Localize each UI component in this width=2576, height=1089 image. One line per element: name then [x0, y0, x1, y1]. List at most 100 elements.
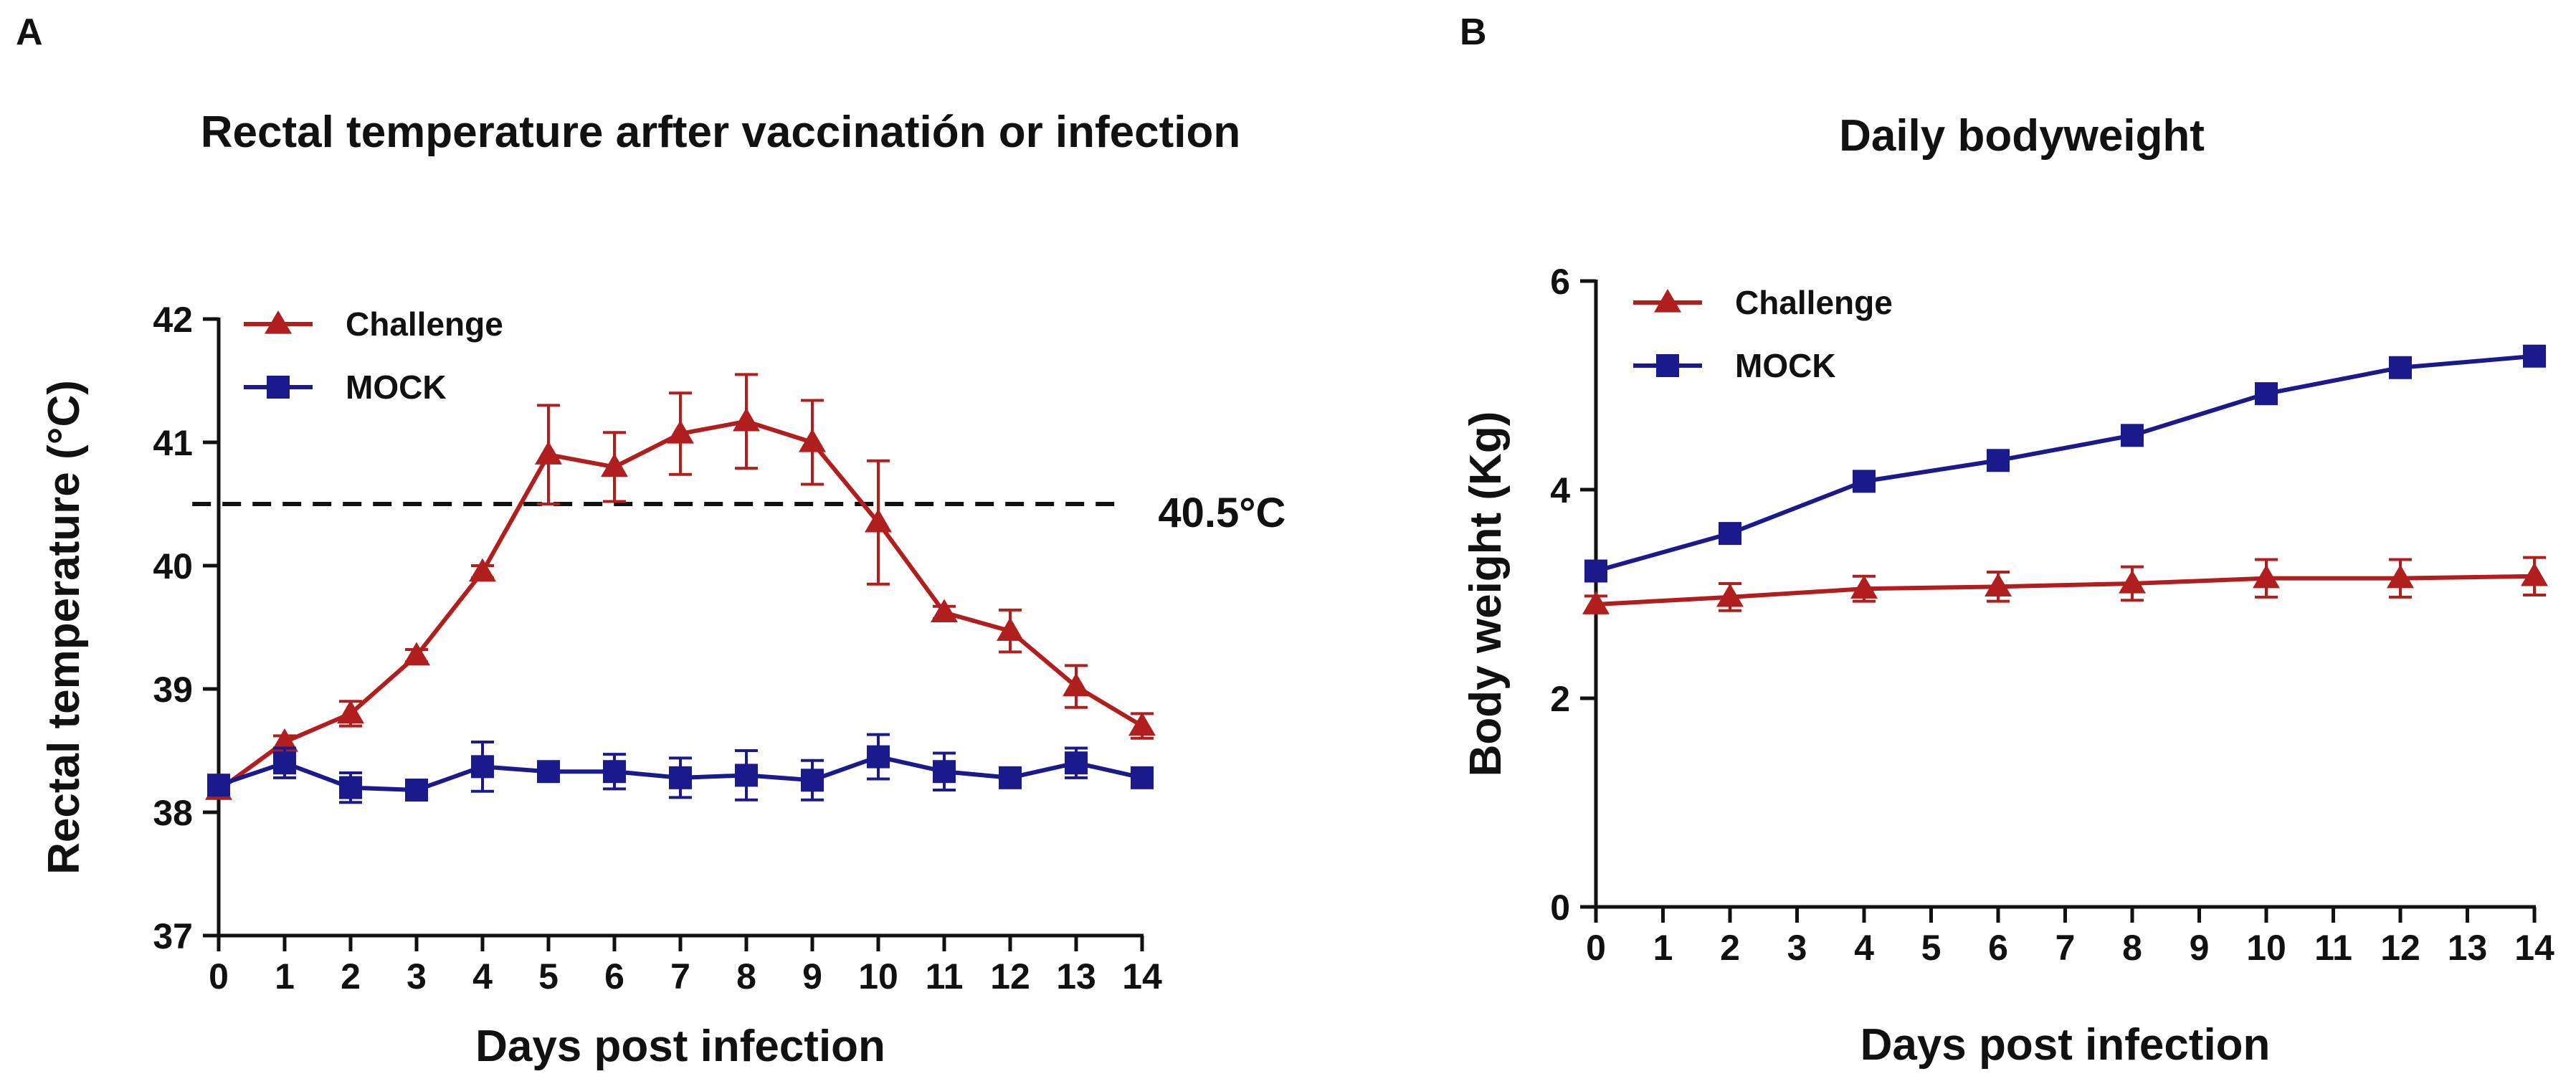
threshold-label: 40.5°C: [1158, 490, 1285, 536]
data-point-challenge: [601, 453, 628, 477]
data-point-mock: [1987, 449, 2010, 472]
data-point-mock: [405, 779, 428, 802]
series-mock: [207, 733, 1154, 804]
data-point-mock: [1584, 559, 1607, 583]
x-tick-label: 9: [802, 956, 822, 997]
series-line-challenge: [1595, 574, 2535, 607]
data-point-challenge: [997, 617, 1024, 641]
data-point-mock: [471, 755, 494, 779]
y-tick-label: 4: [1550, 470, 1570, 510]
legend-marker-challenge: [265, 310, 292, 334]
data-point-challenge: [403, 642, 430, 666]
x-tick-label: 5: [538, 956, 559, 997]
chart-title: Daily bodyweight: [1839, 111, 2205, 161]
x-tick-label: 2: [1720, 928, 1740, 968]
data-point-mock: [933, 760, 956, 784]
data-point-mock: [2255, 382, 2278, 406]
x-tick-label: 8: [736, 956, 756, 997]
data-point-challenge: [1128, 712, 1156, 736]
y-tick-label: 2: [1550, 679, 1570, 719]
legend-label-mock: MOCK: [1735, 347, 1836, 384]
x-tick-label: 10: [858, 956, 898, 997]
x-tick-label: 8: [2122, 928, 2142, 968]
legend-label-mock: MOCK: [346, 368, 447, 406]
legend-marker-mock: [267, 376, 290, 399]
x-tick-label: 6: [604, 956, 624, 997]
data-point-mock: [2121, 424, 2144, 447]
data-point-mock: [1719, 522, 1741, 546]
x-tick-label: 12: [2380, 928, 2420, 968]
x-tick-label: 1: [275, 956, 295, 997]
y-tick-label: 6: [1550, 262, 1570, 302]
data-point-mock: [867, 745, 890, 769]
data-point-mock: [2523, 344, 2546, 368]
x-tick-label: 7: [670, 956, 690, 997]
x-tick-label: 6: [1988, 928, 2008, 968]
legend: Challenge MOCK: [1633, 284, 1893, 384]
data-point-challenge: [799, 429, 826, 452]
y-tick-label: 37: [153, 916, 193, 956]
data-point-mock: [801, 769, 824, 792]
chart-title: Rectal temperature arfter vaccinatión or…: [201, 108, 1241, 157]
x-tick-label: 11: [2314, 928, 2352, 968]
data-point-challenge: [931, 599, 958, 623]
x-tick-label: 14: [2514, 928, 2554, 968]
y-tick-label: 38: [153, 793, 193, 833]
y-axis-label: Rectal temperature (°C): [39, 380, 89, 875]
x-tick-label: 9: [2190, 928, 2210, 968]
y-axis-label: Body weight (Kg): [1461, 412, 1511, 777]
y-tick-label: 0: [1550, 888, 1570, 928]
legend-marker-mock: [1656, 354, 1679, 377]
data-point-challenge: [2119, 569, 2146, 594]
data-point-mock: [999, 766, 1022, 789]
data-point-mock: [2389, 356, 2412, 379]
x-tick-label: 10: [2246, 928, 2286, 968]
data-point-challenge: [1063, 672, 1090, 697]
x-tick-label: 2: [341, 956, 361, 997]
x-tick-label: 11: [926, 956, 964, 997]
data-point-challenge: [469, 558, 496, 582]
data-point-challenge: [1716, 583, 1744, 607]
panel-a: A Rectal temperature arfter vaccinatión o…: [16, 11, 1285, 1071]
data-point-challenge: [2253, 564, 2280, 589]
data-point-challenge: [271, 728, 298, 752]
x-tick-label: 14: [1122, 956, 1162, 997]
data-point-mock: [1853, 470, 1876, 493]
x-tick-label: 3: [407, 956, 427, 997]
x-tick-label: 5: [1921, 928, 1941, 968]
panel-letter: A: [16, 11, 43, 53]
legend-marker-challenge: [1654, 289, 1681, 313]
data-point-challenge: [2521, 562, 2548, 586]
series-line-challenge: [217, 419, 1144, 792]
x-axis-label: Days post infection: [1860, 1020, 2271, 1070]
data-point-challenge: [1850, 575, 1878, 599]
data-point-mock: [537, 760, 560, 784]
data-point-challenge: [733, 407, 760, 432]
x-tick-label: 7: [2055, 928, 2076, 968]
x-tick-label: 0: [1586, 928, 1606, 968]
series-mock: [1584, 344, 2546, 583]
data-point-challenge: [2387, 564, 2414, 589]
data-point-challenge: [1985, 573, 2012, 596]
data-point-mock: [1131, 766, 1154, 789]
x-tick-label: 4: [1854, 928, 1874, 968]
data-point-challenge: [337, 700, 364, 724]
data-point-mock: [1065, 751, 1088, 775]
data-point-challenge: [1582, 591, 1610, 614]
y-tick-label: 42: [153, 300, 193, 340]
x-tick-label: 4: [472, 956, 493, 997]
legend-label-challenge: Challenge: [346, 305, 503, 343]
data-point-challenge: [667, 419, 694, 444]
series-challenge: [205, 373, 1156, 800]
x-tick-label: 13: [2448, 928, 2488, 968]
x-tick-label: 1: [1653, 928, 1673, 968]
data-point-mock: [603, 760, 626, 784]
x-tick-label: 3: [1787, 928, 1807, 968]
x-axis-label: Days post infection: [475, 1022, 885, 1071]
series-line-mock: [1595, 353, 2535, 574]
y-tick-label: 40: [153, 546, 193, 586]
y-tick-label: 41: [153, 423, 193, 463]
data-point-mock: [669, 766, 692, 789]
